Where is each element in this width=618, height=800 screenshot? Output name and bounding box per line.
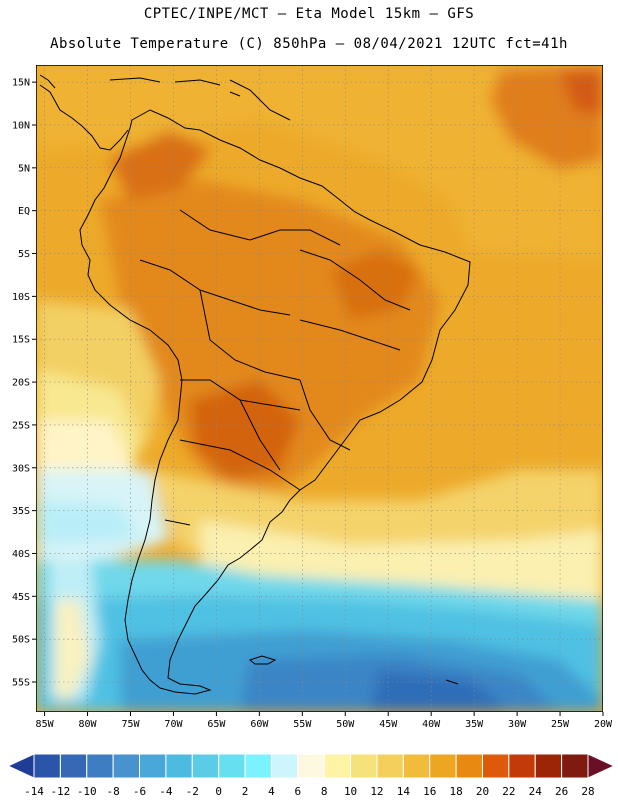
colorbar-level-label: 12 xyxy=(370,785,383,798)
lon-tick-label: 30W xyxy=(508,719,527,730)
colorbar-swatch xyxy=(350,753,378,779)
colorbar: -14 -12 -10 -8 -6 -4 -2 0 2 4 6 8 10 12 14 16 18 20 22 24 26… xyxy=(6,753,616,798)
map-title-line1: CPTEC/INPE/MCT – Eta Model 15km – GFS xyxy=(143,6,475,22)
colorbar-level-label: 2 xyxy=(242,785,249,798)
lon-tick-label: 55W xyxy=(293,719,312,730)
lat-tick-label: 50S xyxy=(12,635,30,646)
lat-tick-label: 10N xyxy=(12,120,30,131)
lon-tick-label: 80W xyxy=(79,719,98,730)
colorbar-swatch xyxy=(218,753,246,779)
colorbar-level-label: 24 xyxy=(529,785,543,798)
lat-tick-label: 15S xyxy=(12,335,30,346)
lat-tick-label: 40S xyxy=(12,549,30,560)
colorbar-swatch xyxy=(455,753,483,779)
colorbar-level-label: 14 xyxy=(397,785,411,798)
longitude-labels: 85W 80W 75W 70W 65W 60W 55W 50W 45W 40W 35W 30W 25W 2… xyxy=(36,712,613,730)
colorbar-level-label: -2 xyxy=(186,785,199,798)
colorbar-swatch xyxy=(429,753,457,779)
latitude-labels: 15N 10N 5N EQ 5S 10S 15S 20S 25S 30S 35S 40S 45S 50S 5… xyxy=(12,78,36,689)
colorbar-swatch xyxy=(33,753,61,779)
colorbar-level-label: 6 xyxy=(294,785,301,798)
colorbar-level-label: 28 xyxy=(581,785,594,798)
colorbar-swatch xyxy=(508,753,536,779)
colorbar-level-label: 8 xyxy=(321,785,328,798)
colorbar-level-label: 16 xyxy=(423,785,436,798)
colorbar-swatch xyxy=(165,753,193,779)
colorbar-level-label: 26 xyxy=(555,785,568,798)
lat-tick-label: 5S xyxy=(18,249,30,260)
colorbar-swatch xyxy=(534,753,563,779)
lon-tick-label: 50W xyxy=(336,719,355,730)
colorbar-level-label: 22 xyxy=(502,785,515,798)
lat-tick-label: 55S xyxy=(12,678,30,689)
colorbar-swatch xyxy=(244,753,272,779)
colorbar-swatch xyxy=(139,753,167,779)
colorbar-swatch xyxy=(561,753,589,779)
colorbar-level-label: 10 xyxy=(344,785,357,798)
lat-tick-label: 30S xyxy=(12,463,30,474)
lon-tick-label: 35W xyxy=(465,719,484,730)
lat-tick-label: 5N xyxy=(18,163,30,174)
colorbar-swatch xyxy=(481,753,510,779)
colorbar-level-label: -4 xyxy=(159,785,173,798)
colorbar-level-label: 4 xyxy=(268,785,275,798)
lon-tick-label: 75W xyxy=(121,719,140,730)
lat-tick-label: 45S xyxy=(12,592,30,603)
colorbar-swatch xyxy=(86,753,114,779)
lon-tick-label: 25W xyxy=(551,719,570,730)
colorbar-level-label: 18 xyxy=(449,785,462,798)
lat-tick-label: 25S xyxy=(12,420,30,431)
lon-tick-label: 70W xyxy=(164,719,183,730)
lon-tick-label: 60W xyxy=(250,719,269,730)
lon-tick-label: 65W xyxy=(207,719,226,730)
colorbar-level-label: -10 xyxy=(77,785,97,798)
lon-tick-label: 20W xyxy=(594,719,613,730)
colorbar-level-label: 20 xyxy=(476,785,489,798)
colorbar-level-label: -6 xyxy=(133,785,146,798)
colorbar-swatch xyxy=(270,753,299,779)
lon-tick-label: 45W xyxy=(379,719,398,730)
colorbar-level-label: -8 xyxy=(107,785,120,798)
colorbar-swatch xyxy=(402,753,431,779)
lat-tick-label: 20S xyxy=(12,378,30,389)
colorbar-swatch xyxy=(112,753,141,779)
lat-tick-label: 15N xyxy=(12,78,30,89)
lat-tick-label: 35S xyxy=(12,506,30,517)
colorbar-swatch xyxy=(191,753,220,779)
colorbar-swatch xyxy=(323,753,352,779)
colorbar-swatch xyxy=(297,753,325,779)
colorbar-level-label: 0 xyxy=(215,785,222,798)
colorbar-max-arrow xyxy=(587,753,616,779)
colorbar-level-label: -12 xyxy=(50,785,70,798)
colorbar-swatch xyxy=(376,753,404,779)
colorbar-swatch xyxy=(59,753,88,779)
lat-tick-label: EQ xyxy=(18,206,30,217)
lon-tick-label: 40W xyxy=(422,719,441,730)
coastlines xyxy=(39,74,471,695)
lat-tick-label: 10S xyxy=(12,292,30,303)
colorbar-min-arrow xyxy=(6,753,35,779)
colorbar-level-label: -14 xyxy=(24,785,44,798)
graticule xyxy=(36,65,603,712)
lon-tick-label: 85W xyxy=(36,719,55,730)
south-america-coast xyxy=(79,109,471,695)
map-title-line2: Absolute Temperature (C) 850hPa – 08/04/… xyxy=(50,36,568,52)
temperature-field xyxy=(36,65,603,712)
